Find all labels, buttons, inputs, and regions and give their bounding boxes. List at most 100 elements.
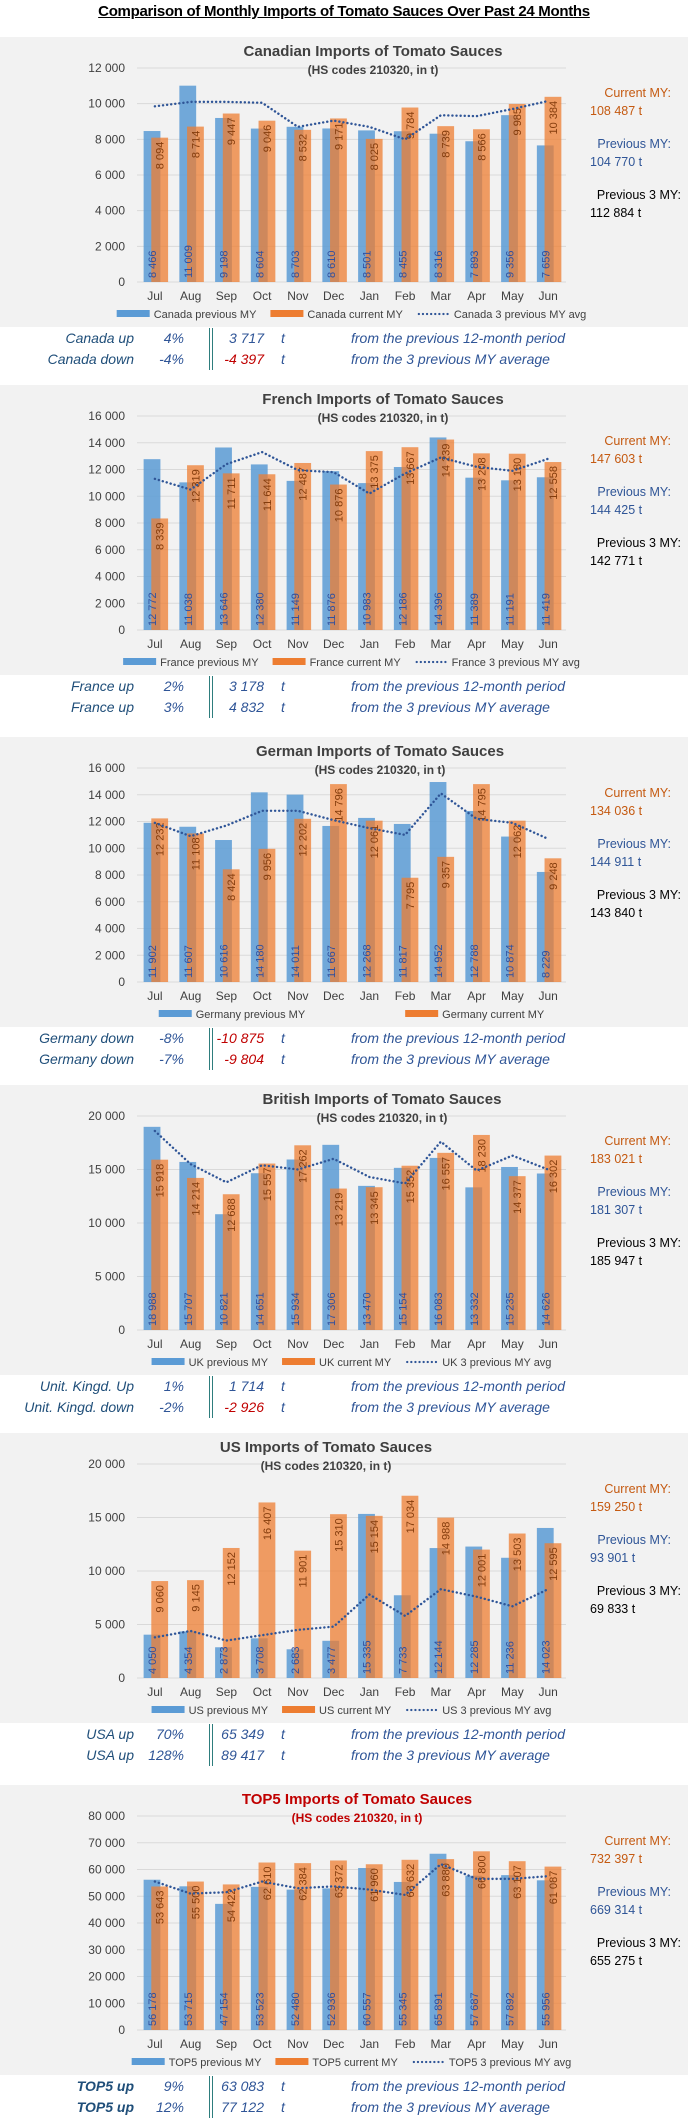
data-label-previous: 11 236 [505,1641,517,1674]
x-tick-label: Mar [431,1337,452,1351]
bar-current-my [365,1515,383,1678]
y-tick-label: 6 000 [95,543,125,557]
x-tick-label: Apr [467,1685,486,1699]
stats-text: from the 3 previous MY average [351,351,550,367]
stats-value: 65 349 [221,1726,264,1742]
bar-current-my [151,1159,169,1330]
x-tick-label: Aug [180,1685,201,1699]
divider [209,1724,213,1766]
data-label-current: 12 232 [155,822,167,856]
stats-value: 4 832 [228,699,264,715]
x-tick-label: Apr [467,637,486,651]
y-tick-label: 0 [118,623,125,637]
data-label-previous: 16 083 [433,1292,445,1326]
chart-subtitle: (HS codes 210320, in t) [292,1811,423,1825]
bar-current-my [330,1188,347,1330]
bar-current-my [258,474,276,630]
legend-item: UK previous MY [151,1357,269,1369]
chart-section: German Imports of Tomato Sauces 0 2 000 4 0… [0,737,688,1071]
x-tick-label: Sep [216,637,238,651]
summary-previous-value: 93 901 t [590,1551,636,1565]
stats-text: from the previous 12-month period [351,1030,565,1046]
x-tick-label: Oct [253,637,272,651]
x-tick-label: Jan [360,289,379,303]
bar-current-my [258,1862,276,2030]
x-tick-label: Dec [323,1685,344,1699]
summary-previous-label: Previous MY: [597,837,671,851]
bar-current-my [437,1152,455,1330]
data-label-previous: 60 557 [362,1992,374,2026]
bar-current-my [330,1514,347,1678]
data-label-previous: 13 646 [219,592,231,626]
summary-current-label: Current MY: [604,434,671,448]
data-label-current: 8 532 [298,134,310,162]
data-label-current: 18 230 [476,1139,488,1173]
line-3-previous-my-avg [153,1129,550,1185]
data-label-current: 9 248 [548,862,560,890]
y-tick-label: 2 000 [95,596,125,610]
x-tick-label: Sep [216,989,238,1003]
x-tick-label: Aug [180,2037,201,2051]
chart-subtitle: (HS codes 210320, in t) [308,63,439,77]
stats-value: -4 397 [224,351,264,367]
stats-text: from the 3 previous MY average [351,2099,550,2115]
stats-table: TOP5 up 9% 63 083 t from the previous 12-mon… [0,2075,688,2119]
stats-text: from the 3 previous MY average [351,1747,550,1763]
data-label-previous: 57 892 [505,1992,517,2026]
data-label-current: 12 061 [369,825,381,859]
legend-swatch [282,1706,316,1713]
y-tick-label: 8 000 [95,516,125,530]
legend: TOP5 previous MY TOP5 current MY TOP5 3 pr… [131,2057,571,2069]
bar-current-my [544,1155,562,1330]
stats-label: Unit. Kingd. Up [39,1378,134,1394]
bar-current-my [187,1881,204,2030]
stats-value: 77 122 [221,2099,264,2115]
stats-row: Germany down -7% -9 804 t from the 3 previou… [0,1049,688,1070]
legend-label: Germany previous MY [196,1009,306,1021]
data-label-current: 9 447 [226,118,238,146]
stats-value: -9 804 [224,1051,264,1067]
data-label-current: 13 503 [512,1538,524,1572]
y-tick-label: 12 000 [88,61,125,75]
x-tick-label: Nov [287,289,308,303]
data-label-current: 10 384 [548,101,560,135]
summary-prev3-label: Previous 3 MY: [597,1584,681,1598]
stats-table: France up 2% 3 178 t from the previous 12-mo… [0,675,688,719]
stats-pct: 1% [163,1378,184,1394]
stats-label: Unit. Kingd. down [24,1399,134,1415]
data-label-current: 63 632 [405,1864,417,1898]
y-tick-label: 2 000 [95,239,125,253]
summary-current-value: 147 603 t [590,452,643,466]
stats-row: France up 2% 3 178 t from the previous 12-mo… [0,676,688,697]
bar-current-my [473,1549,490,1678]
summary-prev3-label: Previous 3 MY: [597,888,681,902]
bar-current-my [437,1517,455,1678]
data-label-previous: 12 380 [254,592,266,626]
chart-subtitle: (HS codes 210320, in t) [317,1111,448,1125]
bar-current-my [294,129,312,282]
summary-current-label: Current MY: [604,786,671,800]
legend-item: Germany previous MY [158,1009,306,1021]
data-label-current: 15 918 [155,1164,167,1198]
legend-swatch [131,2058,165,2065]
x-tick-label: Aug [180,289,201,303]
y-tick-label: 0 [118,975,125,989]
x-tick-label: Nov [287,1685,308,1699]
line-3-previous-my-avg [153,791,550,841]
legend-swatch [123,658,157,665]
bar-current-my [294,1550,312,1678]
x-tick-label: Feb [395,1685,416,1699]
data-label-current: 15 352 [405,1170,417,1204]
x-tick-label: Oct [253,1685,272,1699]
data-label-current: 63 880 [441,1863,453,1897]
summary-current-label: Current MY: [604,1834,671,1848]
x-tick-label: Mar [431,1685,452,1699]
x-tick-label: Sep [216,1685,238,1699]
data-label-current: 14 988 [441,1522,453,1556]
stats-pct: 9% [163,2078,184,2094]
data-label-previous: 11 419 [540,593,552,626]
line-3-previous-my-avg [153,450,550,495]
legend-item: UK current MY [282,1357,392,1369]
data-label-previous: 52 480 [290,1992,302,2026]
stats-text: from the previous 12-month period [351,678,565,694]
